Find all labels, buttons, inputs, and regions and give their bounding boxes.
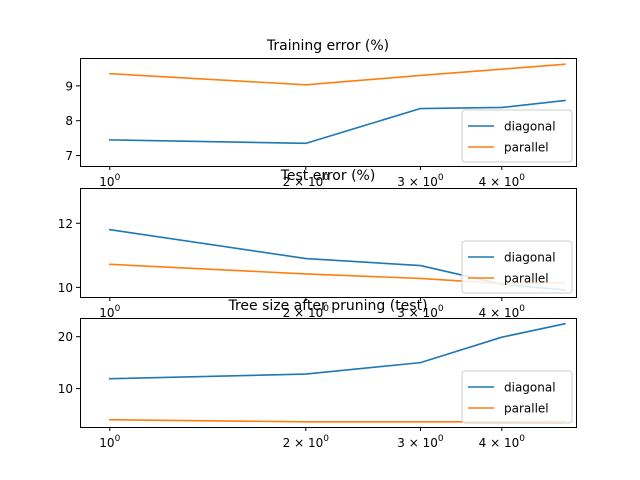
y-tick-label: 10 [58, 382, 73, 396]
legend-label-diagonal: diagonal [504, 251, 556, 265]
y-tick-label: 20 [58, 330, 73, 344]
chart-title: Test error (%) [280, 168, 376, 184]
y-tick-label: 10 [58, 281, 73, 295]
x-tick-label: 3 × 100 [397, 304, 444, 320]
x-tick-label: 2 × 100 [283, 173, 330, 189]
legend-label-parallel: parallel [504, 272, 549, 286]
x-tick-label: 100 [99, 434, 120, 450]
x-tick-label: 3 × 100 [397, 173, 444, 189]
legend: diagonal parallel [461, 109, 573, 163]
legend-box [461, 370, 573, 424]
axes-frame [80, 58, 577, 167]
x-tick-label: 4 × 100 [479, 173, 526, 189]
subplot-2: 10 12 100 2 × 100 3 × 100 4 × 100 Test error (… [58, 168, 577, 320]
legend-label-parallel: parallel [504, 402, 549, 416]
legend-label-parallel: parallel [504, 141, 549, 155]
legend: diagonal parallel [461, 370, 573, 424]
y-tick-label: 9 [65, 79, 73, 93]
x-tick-label: 2 × 100 [283, 304, 330, 320]
x-tick-label: 3 × 100 [397, 434, 444, 450]
x-tick-label: 4 × 100 [479, 304, 526, 320]
legend-label-diagonal: diagonal [504, 381, 556, 395]
x-tick-label: 2 × 100 [283, 434, 330, 450]
y-tick-label: 12 [58, 217, 73, 231]
axes-frame [80, 318, 577, 428]
axes-frame [80, 188, 577, 298]
x-tick-label: 4 × 100 [479, 434, 526, 450]
chart-title: Tree size after pruning (test) [227, 298, 427, 314]
legend: diagonal parallel [461, 240, 573, 294]
x-tick-label: 100 [99, 304, 120, 320]
legend-box [461, 240, 573, 294]
chart-title: Training error (%) [266, 38, 389, 54]
subplot-1: 7 8 9 100 2 × 100 3 × 100 4 × 100 Training erro… [65, 38, 577, 189]
x-tick-label: 100 [99, 173, 120, 189]
legend-label-diagonal: diagonal [504, 120, 556, 134]
y-tick-label: 8 [65, 114, 73, 128]
subplot-3: 10 20 100 2 × 100 3 × 100 4 × 100 Tree size af… [58, 298, 577, 450]
legend-box [461, 109, 573, 163]
y-tick-label: 7 [65, 149, 73, 163]
